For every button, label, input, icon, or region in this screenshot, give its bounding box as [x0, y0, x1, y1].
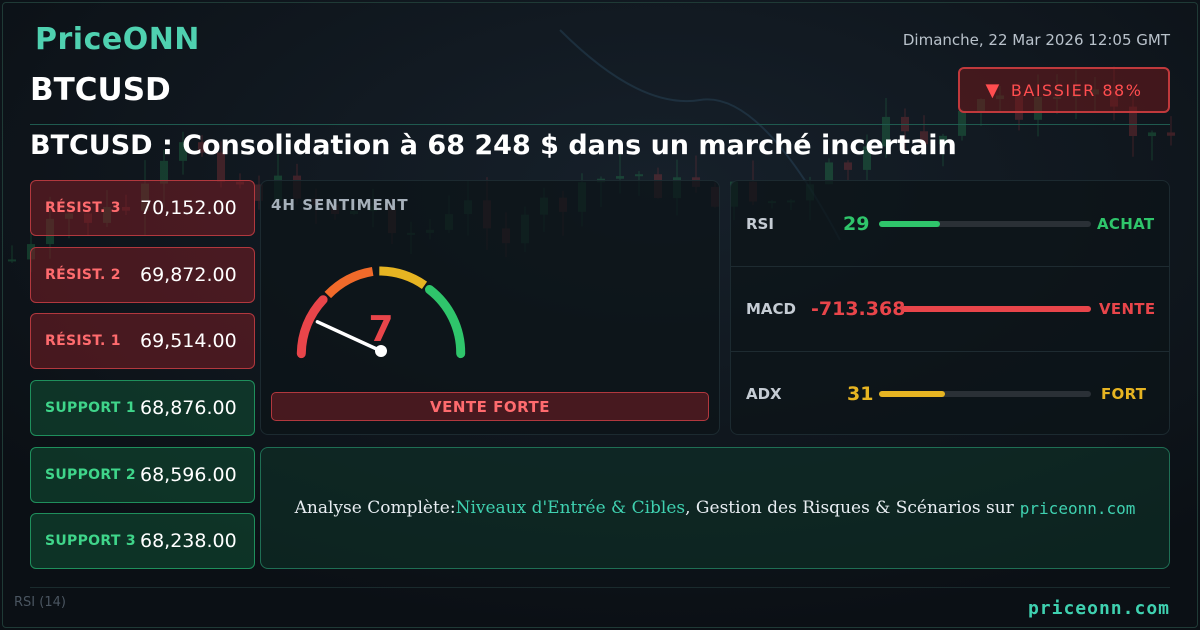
indicator-value: 31	[847, 383, 874, 405]
chart-rsi-label: RSI (14)	[14, 595, 66, 610]
sentiment-panel: 4H SENTIMENT 7 VENTE FORTE	[260, 180, 720, 435]
level-resistance-2: RÉSIST. 2 69,872.00	[30, 247, 255, 303]
sentiment-verdict: VENTE FORTE	[271, 392, 709, 421]
rsi-period: (14)	[39, 595, 66, 610]
level-resistance-1: RÉSIST. 1 69,514.00	[30, 313, 255, 369]
indicator-bar	[901, 306, 1091, 312]
gauge-segment-yellow	[379, 266, 428, 290]
level-label: SUPPORT 3	[45, 533, 136, 549]
bg-candle-body	[958, 110, 966, 136]
level-support-3: SUPPORT 3 68,238.00	[30, 513, 255, 569]
indicator-name: ADX	[746, 385, 782, 403]
indicator-row-adx: ADX 31 FORT	[731, 351, 1169, 436]
bg-candle-body	[1167, 132, 1175, 136]
level-value: 69,872.00	[140, 264, 237, 286]
level-resistance-3: RÉSIST. 3 70,152.00	[30, 180, 255, 236]
level-value: 70,152.00	[140, 197, 237, 219]
bg-candle-body	[844, 162, 852, 170]
sentiment-gauge: 7	[296, 266, 466, 359]
sentiment-badge: ▼ BAISSIER 88%	[958, 67, 1170, 113]
indicator-value: -713.368	[811, 298, 906, 320]
gauge-needle	[315, 320, 383, 353]
brand-logo[interactable]: PriceONN	[35, 22, 200, 57]
badge-text: BAISSIER 88%	[1010, 80, 1143, 100]
datetime-label: Dimanche, 22 Mar 2026 12:05 GMT	[902, 31, 1170, 49]
gauge-score: 7	[368, 309, 393, 350]
indicator-row-rsi: RSI 29 ACHAT	[731, 181, 1169, 266]
sentiment-title: 4H SENTIMENT	[271, 196, 409, 214]
indicator-bar	[879, 391, 1091, 397]
gauge-segment-red	[296, 295, 328, 359]
bg-candle-body	[198, 142, 206, 153]
level-label: RÉSIST. 3	[45, 200, 121, 216]
rsi-label: RSI	[14, 595, 36, 610]
indicator-bar-fill	[879, 220, 941, 227]
bg-candle-body	[1129, 106, 1137, 137]
level-value: 68,876.00	[140, 397, 237, 419]
bg-candle-body	[635, 174, 643, 177]
header-divider	[30, 124, 1170, 125]
cta-prefix: Analyse Complète:	[294, 498, 456, 518]
gauge-segment-green	[425, 285, 466, 359]
indicator-name: MACD	[746, 300, 796, 318]
gauge-segment-orange	[324, 266, 374, 299]
footer-url[interactable]: priceonn.com	[1027, 598, 1170, 619]
gauge-pivot	[375, 345, 387, 357]
level-value: 68,238.00	[140, 530, 237, 552]
indicator-tag: ACHAT	[1097, 214, 1155, 233]
indicator-tag: FORT	[1101, 385, 1147, 403]
bg-candle-body	[179, 142, 187, 161]
level-value: 68,596.00	[140, 464, 237, 486]
bg-candle-body	[1148, 132, 1156, 137]
level-support-2: SUPPORT 2 68,596.00	[30, 447, 255, 503]
indicator-bar	[879, 220, 1091, 227]
bg-candle-body	[255, 184, 263, 201]
level-label: SUPPORT 1	[45, 400, 136, 416]
indicators-panel: RSI 29 ACHAT MACD -713.368 VENTE ADX 31 …	[730, 180, 1170, 435]
level-value: 69,514.00	[140, 330, 237, 352]
bg-candle-body	[863, 146, 871, 170]
indicator-name: RSI	[746, 214, 774, 233]
bg-candle-body	[217, 152, 225, 182]
footer-divider	[30, 587, 1170, 588]
cta-site-link[interactable]: priceonn.com	[1019, 498, 1136, 518]
headline: BTCUSD : Consolidation à 68 248 $ dans u…	[30, 130, 957, 161]
symbol-title: BTCUSD	[30, 72, 171, 108]
indicator-row-macd: MACD -713.368 VENTE	[731, 266, 1169, 351]
cta-highlight: Niveaux d'Entrée & Cibles	[455, 498, 686, 518]
bg-candle-body	[920, 131, 928, 145]
bg-candle-body	[8, 259, 16, 262]
bg-candle-body	[160, 160, 168, 184]
level-label: RÉSIST. 1	[45, 333, 121, 349]
level-label: RÉSIST. 2	[45, 267, 121, 283]
analysis-cta[interactable]: Analyse Complète: Niveaux d'Entrée & Cib…	[260, 447, 1170, 569]
level-label: SUPPORT 2	[45, 467, 136, 483]
down-triangle-icon: ▼	[985, 79, 1001, 101]
indicator-tag: VENTE	[1099, 300, 1156, 318]
level-support-1: SUPPORT 1 68,876.00	[30, 380, 255, 436]
bg-candle-body	[825, 162, 833, 185]
indicator-value: 29	[843, 212, 870, 235]
indicator-bar-fill	[879, 391, 945, 397]
bg-candle-body	[616, 176, 624, 179]
bg-candle-body	[882, 116, 890, 147]
indicator-bar-fill	[901, 306, 1091, 312]
cta-suffix: , Gestion des Risques & Scénarios sur	[685, 498, 1014, 518]
bg-candle-body	[939, 135, 947, 145]
